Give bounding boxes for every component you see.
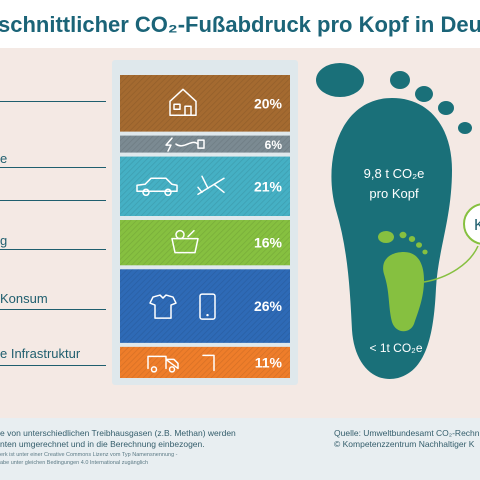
bar-value-label-housing: 20% xyxy=(254,95,283,111)
label-line-infrastructure xyxy=(0,365,106,366)
footer-license-line2: abe unter gleichen Bedingungen 4.0 Inter… xyxy=(0,460,149,466)
small-footprint-value: < 1t CO₂e xyxy=(369,341,422,355)
big-toe-3 xyxy=(415,86,433,102)
plug-icon xyxy=(197,139,205,149)
footer-note-line1: e von unterschiedlichen Treibhausgasen (… xyxy=(0,428,236,438)
category-label-consumption: Konsum xyxy=(0,291,48,306)
leaf-icon xyxy=(187,229,195,238)
big-toe-2 xyxy=(390,71,410,89)
truck-wheel-rear-icon xyxy=(168,366,176,373)
food-bag-icon xyxy=(171,237,199,254)
bar-value-label-food: 16% xyxy=(254,235,283,251)
callout-letter: K xyxy=(474,217,480,234)
category-label-infrastructure: e Infrastruktur xyxy=(0,346,81,361)
bar-texture-consumption xyxy=(120,269,290,343)
pipe-icon xyxy=(202,354,215,372)
lightning-icon xyxy=(165,137,173,152)
callout: K xyxy=(423,203,480,283)
small-toe-4 xyxy=(416,242,422,248)
big-toe-4 xyxy=(438,101,454,115)
callout-bubble xyxy=(463,203,480,245)
chart-title: schnittlicher CO₂-Fußabdruck pro Kopf in… xyxy=(0,12,480,37)
bar-texture-housing xyxy=(120,75,290,132)
footer-source: Quelle: Umweltbundesamt CO₂-Rechn xyxy=(334,428,480,438)
small-toe-1 xyxy=(378,231,394,243)
label-line-mobility xyxy=(0,200,106,201)
apple-icon xyxy=(175,229,185,240)
bar-texture-electricity xyxy=(120,135,290,153)
title-bar: schnittlicher CO₂-Fußabdruck pro Kopf in… xyxy=(0,0,480,48)
small-toe-2 xyxy=(399,231,407,239)
big-footprint xyxy=(316,63,472,379)
footer-license-line1: erk ist unter einer Creative Commons Liz… xyxy=(0,452,178,458)
bar-value-label-electricity: 6% xyxy=(265,138,283,152)
label-line-housing xyxy=(0,101,106,102)
bar-texture-food xyxy=(120,220,290,266)
small-footprint xyxy=(378,231,428,332)
bar-value-label-consumption: 26% xyxy=(254,298,283,314)
label-line-food xyxy=(0,249,106,250)
big-footprint-value: 9,8 t CO₂e xyxy=(364,166,425,181)
small-toe-3 xyxy=(408,236,416,242)
shirt-icon xyxy=(149,294,177,319)
big-toe-5 xyxy=(458,122,472,134)
bar-value-label-infrastructure: 11% xyxy=(255,354,283,370)
house-window-icon xyxy=(173,103,181,111)
big-footprint-unit: pro Kopf xyxy=(369,186,419,201)
label-line-electricity xyxy=(0,167,106,168)
bar-texture-mobility xyxy=(120,156,290,217)
footer-note-line2: nten umgerechnet und in die Berechnung e… xyxy=(0,439,205,449)
small-toe-5 xyxy=(422,249,428,255)
callout-line xyxy=(423,245,479,283)
cable-icon xyxy=(175,141,199,147)
smartphone-icon xyxy=(199,293,216,320)
small-foot-shape xyxy=(383,252,424,332)
airplane-icon xyxy=(197,175,225,196)
footer: e von unterschiedlichen Treibhausgasen (… xyxy=(0,418,480,480)
truck-wheel-front-icon xyxy=(150,366,158,373)
footer-copyright: © Kompetenzzentrum Nachhaltiger K xyxy=(334,439,475,449)
label-line-consumption xyxy=(0,309,106,310)
big-toe-1 xyxy=(316,63,364,97)
truck-icon xyxy=(147,355,179,370)
category-label-electricity: e xyxy=(0,151,8,166)
house-door-icon xyxy=(184,105,192,117)
car-icon xyxy=(136,177,178,193)
car-wheel-front-icon xyxy=(142,188,150,197)
smartphone-button-icon xyxy=(206,313,209,317)
category-label-food: g xyxy=(0,233,8,248)
car-wheel-rear-icon xyxy=(164,188,172,197)
footprint-chart: 20%6%21%16%26%11% K 9,8 t CO₂e pro Kopf … xyxy=(120,63,480,379)
bar-value-label-mobility: 21% xyxy=(254,178,283,194)
